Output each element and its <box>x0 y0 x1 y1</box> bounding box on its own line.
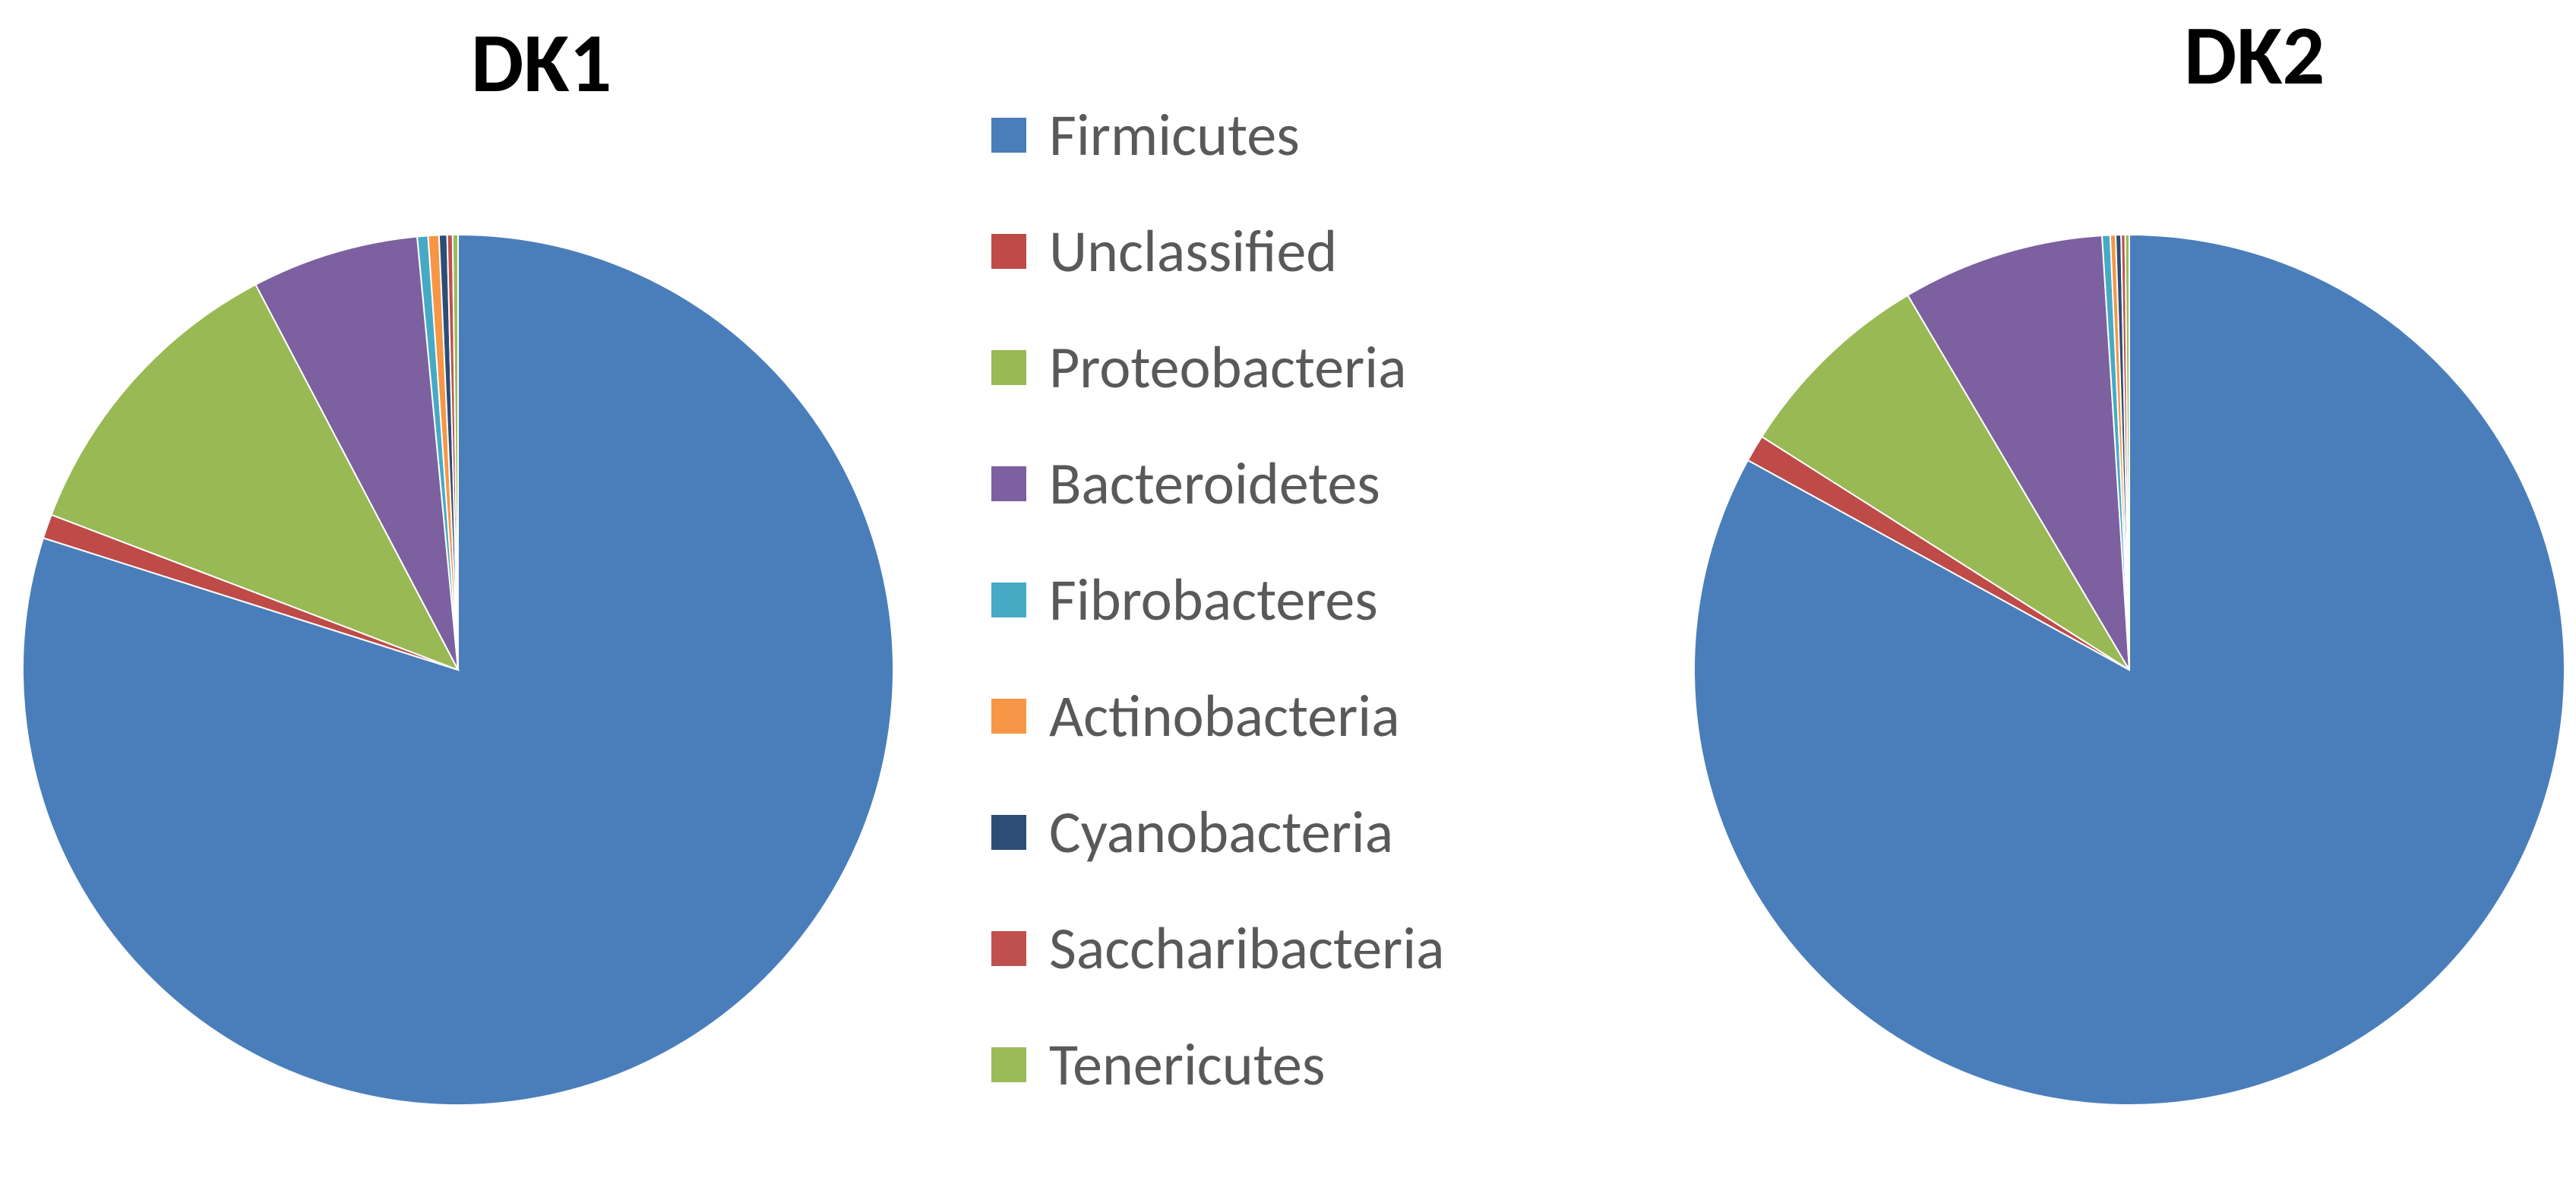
legend-item-cyanobacteria: Cyanobacteria <box>991 796 1444 868</box>
legend-item-fibrobacteres: Fibrobacteres <box>991 564 1444 636</box>
legend: Firmicutes Unclassified Proteobacteria Bact… <box>991 99 1444 1145</box>
legend-label: Cyanobacteria <box>1049 796 1393 868</box>
legend-item-proteobacteria: Proteobacteria <box>991 331 1444 403</box>
legend-label: Firmicutes <box>1049 99 1300 171</box>
legend-swatch <box>991 583 1026 617</box>
legend-swatch <box>991 1047 1026 1082</box>
legend-item-unclassified: Unclassified <box>991 215 1444 287</box>
figure-container: DK1 DK2 Firmicutes Unclassified Proteobact… <box>0 0 2576 1184</box>
legend-swatch <box>991 815 1026 850</box>
legend-swatch <box>991 699 1026 734</box>
legend-swatch <box>991 350 1026 385</box>
legend-item-tenericutes: Tenericutes <box>991 1028 1444 1100</box>
legend-label: Saccharibacteria <box>1049 912 1444 984</box>
legend-item-actinobacteria: Actinobacteria <box>991 680 1444 752</box>
legend-label: Proteobacteria <box>1049 331 1406 403</box>
pie-svg-dk2 <box>1694 235 2565 1105</box>
legend-label: Tenericutes <box>1049 1028 1325 1100</box>
pie-svg-dk1 <box>23 235 893 1105</box>
legend-item-saccharibacteria: Saccharibacteria <box>991 912 1444 984</box>
legend-swatch <box>991 931 1026 966</box>
legend-swatch <box>991 234 1026 269</box>
pie-chart-dk2 <box>1694 235 2565 1109</box>
legend-swatch <box>991 118 1026 153</box>
chart-title-dk2: DK2 <box>2184 4 2325 106</box>
legend-label: Actinobacteria <box>1049 680 1400 752</box>
legend-label: Bacteroidetes <box>1049 447 1380 519</box>
legend-label: Fibrobacteres <box>1049 564 1378 636</box>
legend-item-bacteroidetes: Bacteroidetes <box>991 447 1444 519</box>
legend-label: Unclassified <box>1049 215 1337 287</box>
chart-title-dk1: DK1 <box>471 11 612 114</box>
legend-swatch <box>991 466 1026 501</box>
legend-item-firmicutes: Firmicutes <box>991 99 1444 171</box>
pie-chart-dk1 <box>23 235 893 1109</box>
